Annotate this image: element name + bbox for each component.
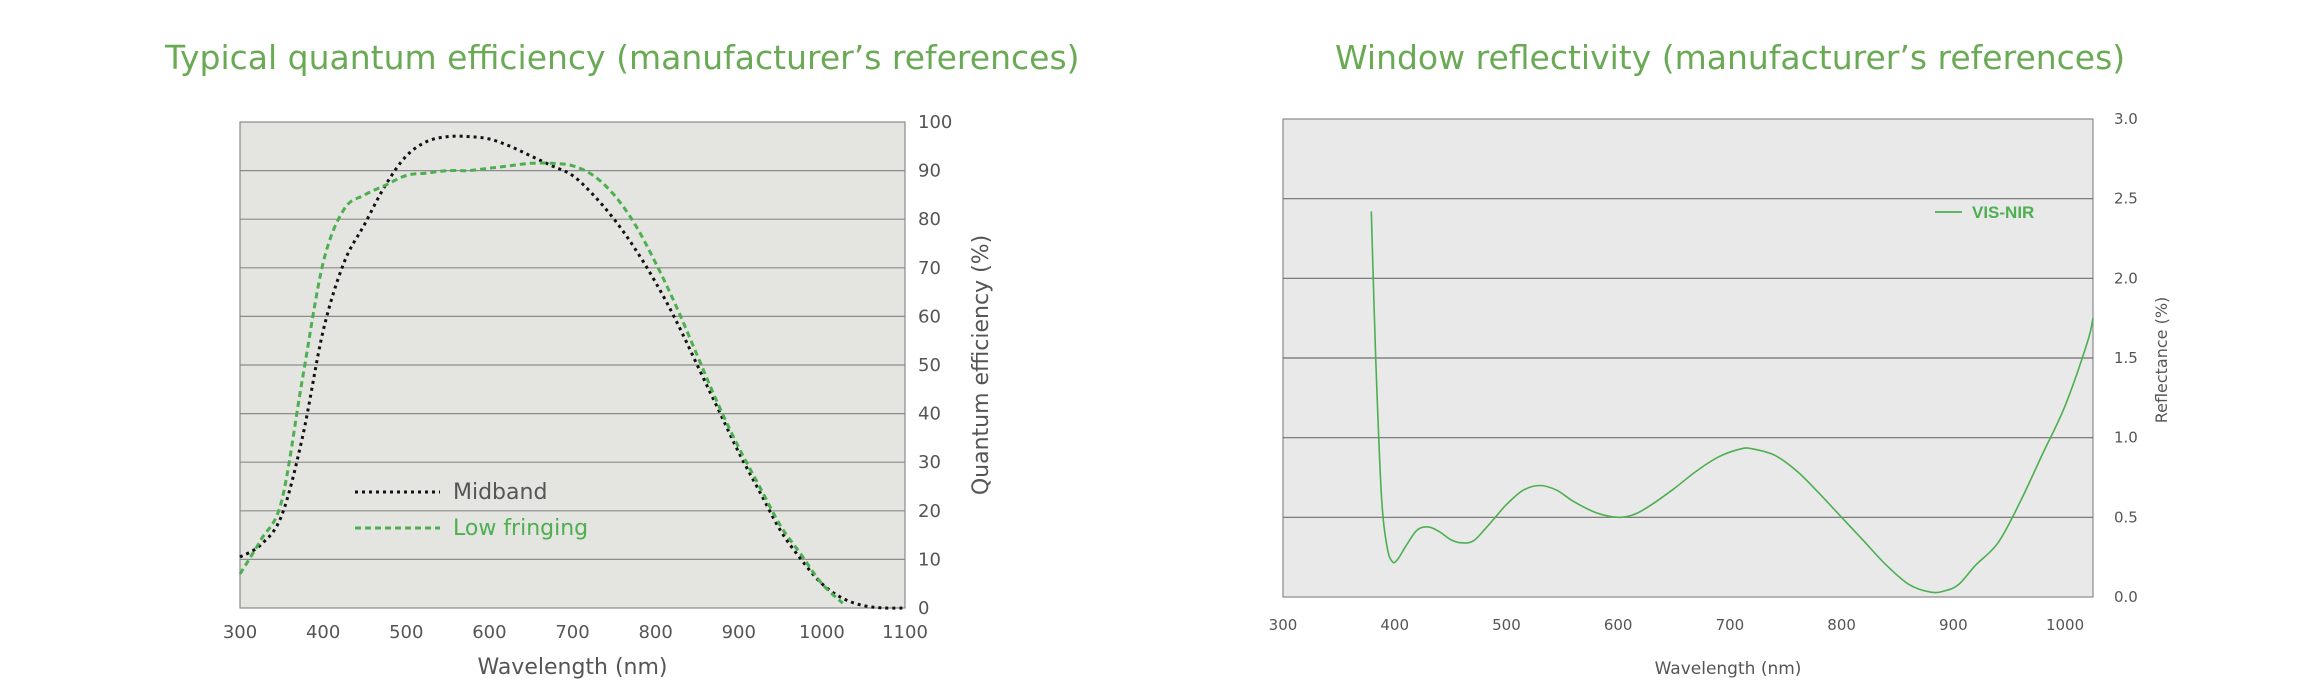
- y-tick-label: 40: [918, 404, 941, 425]
- x-tick-label: 300: [1269, 616, 1298, 634]
- x-tick-label: 800: [1827, 616, 1856, 634]
- x-tick-label: 600: [472, 622, 506, 643]
- series-line: [1370, 211, 2094, 594]
- legend-label: VIS-NIR: [1972, 203, 2034, 222]
- x-axis-label: Wavelength (nm): [477, 655, 667, 680]
- y-tick-label: 30: [918, 452, 941, 473]
- y-tick-label: 2.0: [2114, 269, 2138, 287]
- chart-title-window-reflectivity: Window reflectivity (manufacturer’s refe…: [1335, 38, 2126, 77]
- x-tick-label: 500: [1492, 616, 1521, 634]
- y-tick-label: 20: [918, 501, 941, 522]
- x-tick-label: 500: [389, 622, 423, 643]
- x-tick-label: 700: [1716, 616, 1745, 634]
- x-tick-label: 900: [1939, 616, 1968, 634]
- y-tick-label: 60: [918, 306, 941, 327]
- quantum-efficiency-chart: 0 10 20 30 40 50 60 70 80 90 100 300 400 500 600 700 800…: [223, 112, 994, 680]
- y-tick-label: 2.5: [2114, 190, 2138, 208]
- x-tick-label: 700: [555, 622, 589, 643]
- x-tick-label: 600: [1604, 616, 1633, 634]
- x-tick-label: 300: [223, 622, 257, 643]
- x-tick-label: 400: [306, 622, 340, 643]
- legend-label: Midband: [453, 480, 547, 505]
- y-tick-label: 0.5: [2114, 508, 2138, 526]
- y-tick-label: 80: [918, 209, 941, 230]
- x-tick-label: 800: [638, 622, 672, 643]
- x-tick-label: 1000: [2046, 616, 2084, 634]
- y-tick-label: 100: [918, 112, 952, 133]
- y-axis-label: Quantum efficiency (%): [969, 235, 994, 495]
- legend-label: Low fringing: [453, 516, 588, 541]
- y-tick-label: 1.0: [2114, 429, 2138, 447]
- x-tick-label: 900: [722, 622, 756, 643]
- chart-title-quantum-efficiency: Typical quantum efficiency (manufacturer…: [165, 38, 1080, 77]
- y-tick-label: 70: [918, 258, 941, 279]
- y-tick-label: 10: [918, 549, 941, 570]
- y-tick-label: 0: [918, 598, 929, 619]
- x-tick-label: 1000: [799, 622, 845, 643]
- x-tick-label: 400: [1380, 616, 1409, 634]
- x-axis-label: Wavelength (nm): [1655, 659, 1802, 679]
- series-line: [238, 161, 844, 605]
- y-tick-label: 3.0: [2114, 110, 2138, 128]
- y-axis-label: Reflectance (%): [2152, 297, 2171, 424]
- y-tick-label: 50: [918, 355, 941, 376]
- x-tick-label: 1100: [882, 622, 928, 643]
- y-tick-label: 0.0: [2114, 588, 2138, 606]
- y-tick-label: 1.5: [2114, 349, 2138, 367]
- y-tick-label: 90: [918, 161, 941, 182]
